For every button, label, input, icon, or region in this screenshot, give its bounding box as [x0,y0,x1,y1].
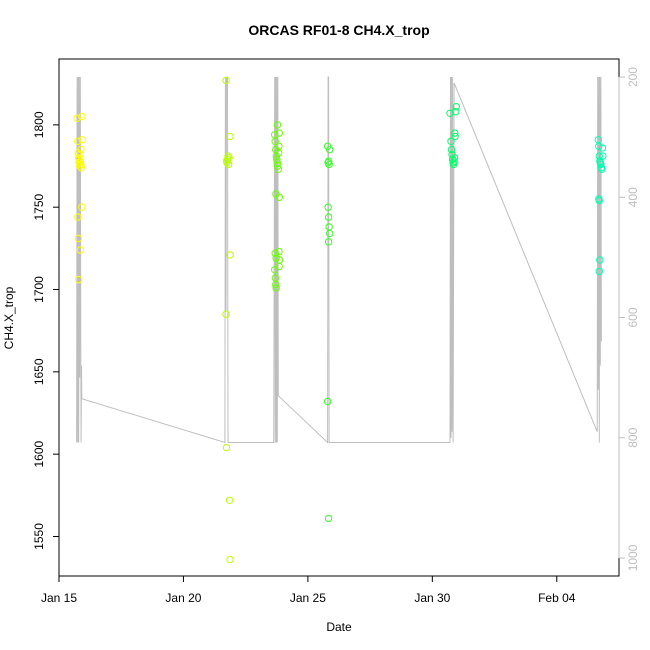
data-point [75,159,84,167]
data-point [224,152,232,160]
data-point [326,229,334,238]
x-tick-label: Jan 25 [290,591,326,605]
data-point [597,160,605,169]
data-point [598,165,606,174]
plot-frame [58,58,620,577]
data-point [599,152,607,160]
data-point [275,129,284,137]
y-tick-label: 1750 [32,194,46,221]
data-point [452,103,460,111]
data-point [273,121,282,129]
data-point [323,397,332,406]
pressure-line [76,76,602,444]
data-point [75,275,83,284]
data-point [324,203,332,211]
data-point [225,154,233,162]
data-point [598,144,607,152]
data-point [324,157,333,165]
y2-tick-label: 200 [626,67,640,87]
data-point [324,213,333,221]
y2-tick-label: 600 [626,307,640,327]
y-tick-label: 1600 [32,440,46,467]
data-point [274,165,282,174]
data-point [275,247,283,256]
data-point [73,114,81,123]
data-point [74,234,83,243]
x-tick-label: Feb 04 [538,591,576,605]
data-point [450,154,459,162]
data-point [78,203,86,211]
data-point [324,238,333,246]
data-point [76,246,85,254]
data-point [271,249,279,258]
data-point [595,196,603,205]
data-point [74,213,82,221]
y2-tick-label: 1000 [626,544,640,571]
data-point [271,137,279,146]
data-point [222,76,230,85]
data-point [223,155,232,164]
data-point [448,155,457,164]
data-point [596,256,604,264]
data-point [222,310,230,318]
y-axis-title: CH4.X_trop [2,286,16,349]
x-tick-label: Jan 30 [414,591,450,605]
data-point [272,254,280,262]
data-point [595,267,603,276]
x-axis-title: Date [326,620,352,634]
data-point [226,251,234,259]
data-point [78,136,87,144]
data-point [272,284,280,292]
data-point [326,145,334,154]
data-point [275,193,284,202]
data-point [275,262,283,271]
data-point [77,164,86,172]
data-point [77,145,85,154]
data-point [450,157,458,165]
x-tick-label: Jan 20 [165,591,201,605]
data-point [272,280,280,289]
data-point [275,149,283,157]
x-tick-label: Jan 15 [41,591,77,605]
data-point [78,112,86,121]
data-point [77,160,85,169]
data-point [324,514,333,523]
y2-tick-label: 800 [626,427,640,447]
data-point [222,443,231,452]
y2-axis: 200 400 600 800 1000 [618,67,640,571]
data-point [451,132,459,141]
data-point [226,555,234,564]
data-point [595,142,603,151]
data-point [74,137,82,146]
y-tick-label: 1550 [32,523,46,550]
data-point [226,132,234,141]
data-point [325,160,333,169]
data-point [225,496,234,504]
y-axis: 1550 1600 1650 1700 1750 1800 [32,111,60,550]
y2-tick-label: 400 [626,187,640,207]
pressure-trace [76,76,602,444]
data-point [447,145,456,154]
y-tick-label: 1800 [32,111,46,138]
data-point [274,162,282,170]
data-point [76,162,84,170]
y-tick-label: 1650 [32,358,46,385]
y-tick-label: 1700 [32,276,46,303]
data-point [451,129,459,137]
data-points [73,76,607,564]
data-point [447,137,455,146]
chart-title: ORCAS RF01-8 CH4.X_trop [248,22,429,38]
data-point [452,108,460,116]
x-axis: Jan 15 Jan 20 Jan 25 Jan 30 Feb 04 [41,575,576,605]
